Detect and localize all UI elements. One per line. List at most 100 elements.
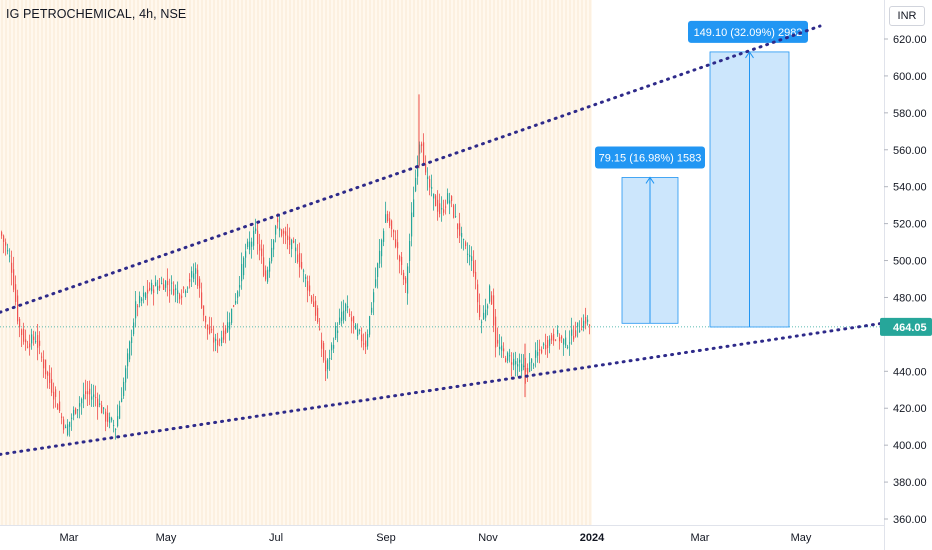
candle-body [129, 341, 131, 360]
trendlines[interactable] [0, 24, 932, 456]
candle-body [471, 256, 473, 261]
candle-body [51, 379, 53, 393]
candle-body [111, 417, 113, 421]
candle-body [499, 346, 501, 350]
candle-body [237, 291, 239, 298]
candle-body [361, 334, 363, 342]
candle-body [143, 292, 145, 297]
candle-body [487, 305, 489, 309]
candle-body [293, 240, 295, 243]
price-axis[interactable]: 620.00 600.00 580.00 560.00 540.00 520.00 500.… [880, 0, 932, 550]
candle-body [27, 346, 29, 348]
candle-body [179, 294, 181, 300]
trendline-upper[interactable] [0, 24, 822, 314]
price-tick-label: 500.00 [893, 256, 927, 268]
candle-body [341, 311, 343, 322]
candle-body [231, 308, 233, 323]
candle-body [85, 391, 87, 394]
candle-body [357, 329, 359, 336]
candle-body [503, 348, 505, 352]
candle-body [279, 227, 281, 231]
candle-body [155, 282, 157, 286]
candle-body [401, 256, 403, 265]
candle-body [439, 203, 441, 215]
candle-body [47, 371, 49, 376]
candle-body [551, 335, 553, 341]
price-tick-label: 360.00 [893, 514, 927, 526]
price-tick-label: 420.00 [893, 403, 927, 415]
candle-body [17, 295, 19, 322]
candle-body [393, 229, 395, 233]
candle-body [245, 251, 247, 258]
time-tick-label: 2024 [580, 532, 605, 544]
candle-body [421, 143, 423, 147]
projection-callout[interactable] [688, 20, 808, 43]
candle-body [577, 322, 579, 327]
candle-body [161, 283, 163, 285]
candle-body [331, 344, 333, 351]
currency-button[interactable]: INR [889, 6, 925, 26]
candle-body [561, 336, 563, 339]
candle-body [563, 338, 565, 345]
candle-body [445, 206, 447, 208]
candle-body [355, 324, 357, 330]
candle-body [589, 324, 591, 326]
candle-body [219, 339, 221, 341]
candle-body [235, 300, 237, 304]
candle-body [39, 340, 41, 346]
candle-body [147, 289, 149, 294]
candle-body [455, 216, 457, 218]
candle-body [19, 318, 21, 328]
time-axis[interactable]: Mar May Jul Sep Nov 2024 Mar May [0, 525, 884, 550]
candle-body [327, 359, 329, 370]
candle-body [259, 244, 261, 251]
candle-body [5, 242, 7, 246]
candle-body [305, 276, 307, 279]
candle-body [323, 343, 325, 361]
projection-callout[interactable] [595, 146, 705, 169]
candle-body [543, 343, 545, 346]
candle-body [223, 330, 225, 340]
candle-body [91, 396, 93, 400]
candle-body [207, 324, 209, 330]
candle-body [173, 289, 175, 295]
candle-body [79, 403, 81, 407]
candle-body [475, 271, 477, 280]
candle-body [11, 262, 13, 273]
candle-body [529, 362, 531, 372]
candle-body [481, 321, 483, 323]
time-tick-label: May [791, 532, 812, 544]
candle-body [307, 281, 309, 291]
candle-body [537, 351, 539, 356]
candle-body [453, 205, 455, 218]
candle-body [201, 292, 203, 309]
candle-body [435, 195, 437, 207]
candle-body [175, 288, 177, 291]
candle-body [289, 236, 291, 245]
candle-body [565, 337, 567, 346]
candle-body [553, 334, 555, 341]
candle-body [97, 398, 99, 408]
candle-body [169, 289, 171, 291]
candle-body [523, 365, 525, 368]
candle-body [433, 193, 435, 199]
candle-body [437, 199, 439, 212]
candle-body [273, 240, 275, 250]
price-tick-label: 620.00 [893, 34, 927, 46]
candle-body [569, 342, 571, 344]
candle-body [139, 295, 141, 304]
candle-body [171, 282, 173, 284]
candle-body [213, 337, 215, 343]
candle-body [59, 401, 61, 412]
projection-boxes[interactable]: 79.15 (16.98%) 1583 149.10 (32.09%) 2982 [595, 20, 808, 328]
price-tick-label: 560.00 [893, 145, 927, 157]
trendline-lower[interactable] [0, 314, 932, 456]
candle-body [89, 388, 91, 395]
candle-body [15, 284, 17, 302]
candle-body [383, 230, 385, 242]
candle-body [71, 417, 73, 419]
price-tick-label: 520.00 [893, 219, 927, 231]
candle-body [489, 285, 491, 302]
